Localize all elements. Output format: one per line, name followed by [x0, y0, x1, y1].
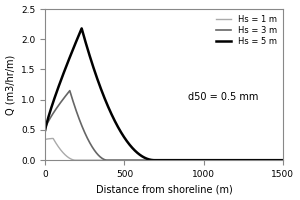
Hs = 5 m [44, 129, 47, 131]
Hs = 5 m [66, 62, 69, 64]
Hs = 5 m [80, 27, 83, 30]
Hs = 3 m [56, 105, 60, 108]
Hs = 3 m [98, 155, 102, 158]
Legend: Hs = 1 m, Hs = 3 m, Hs = 5 m: Hs = 1 m, Hs = 3 m, Hs = 5 m [215, 13, 279, 48]
Hs = 1 m [45, 138, 49, 140]
Hs = 1 m [44, 138, 47, 141]
Hs = 3 m [281, 159, 285, 161]
Hs = 1 m [72, 159, 76, 161]
X-axis label: Distance from shoreline (m): Distance from shoreline (m) [96, 184, 232, 194]
Hs = 3 m [68, 89, 72, 92]
Hs = 1 m [51, 137, 55, 140]
Hs = 1 m [68, 157, 72, 160]
Hs = 5 m [148, 158, 151, 161]
Hs = 5 m [129, 145, 132, 147]
Hs = 3 m [47, 119, 51, 121]
Hs = 3 m [102, 158, 106, 161]
Line: Hs = 3 m: Hs = 3 m [45, 91, 283, 160]
Line: Hs = 1 m: Hs = 1 m [45, 138, 283, 160]
Hs = 1 m [70, 158, 74, 161]
Hs = 5 m [50, 105, 54, 107]
Y-axis label: Q (m3/hr/m): Q (m3/hr/m) [6, 54, 16, 115]
Hs = 5 m [140, 155, 144, 158]
Hs = 1 m [50, 137, 53, 140]
Hs = 3 m [44, 128, 47, 130]
Line: Hs = 5 m: Hs = 5 m [45, 28, 283, 160]
Hs = 1 m [281, 159, 285, 161]
Hs = 3 m [94, 151, 98, 153]
Text: d50 = 0.5 mm: d50 = 0.5 mm [188, 92, 258, 102]
Hs = 1 m [67, 157, 70, 159]
Hs = 1 m [74, 159, 77, 161]
Hs = 5 m [133, 149, 136, 152]
Hs = 5 m [281, 159, 285, 161]
Hs = 5 m [153, 159, 156, 161]
Hs = 3 m [92, 148, 95, 150]
Hs = 3 m [105, 159, 109, 161]
